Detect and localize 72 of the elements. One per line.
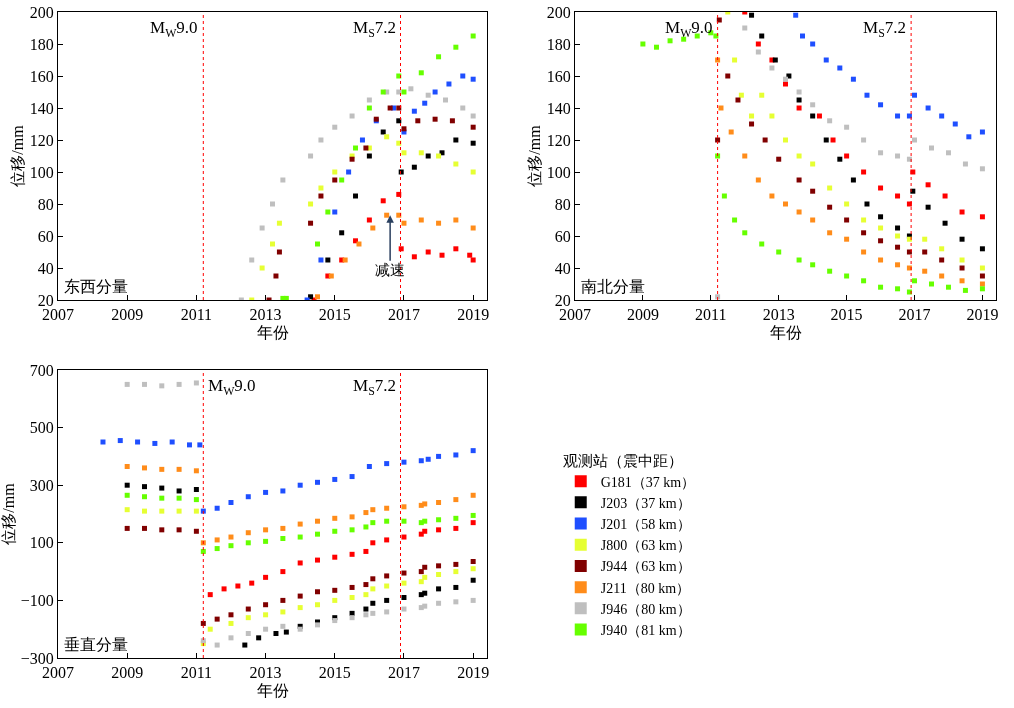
legend-label: J946（80 km） — [600, 601, 691, 617]
annotation: 减速 — [375, 262, 405, 278]
y-tick-label: 100 — [546, 163, 571, 181]
x-tick-label: 2009 — [626, 306, 659, 324]
legend-label: J201（58 km） — [600, 517, 691, 532]
y-tick-label: 60 — [554, 227, 571, 245]
y-tick-label: 200 — [29, 3, 54, 21]
x-tick-label: 2019 — [457, 306, 490, 324]
y-tick-label: 100 — [29, 163, 54, 181]
y-axis-title: 位移/mm — [8, 124, 26, 187]
x-tick-label: 2007 — [559, 306, 591, 324]
legend-title: 观测站（震中距） — [562, 452, 683, 469]
x-tick-label: 2009 — [111, 306, 144, 324]
x-tick-label: 2011 — [180, 664, 213, 682]
x-tick-label: 2017 — [387, 664, 420, 682]
legend-label: J940（81 km） — [600, 623, 691, 638]
x-tick-label: 2019 — [966, 306, 999, 324]
y-tick-label: 20 — [554, 291, 571, 309]
x-tick-label: 2011 — [180, 306, 213, 324]
y-tick-label: 700 — [29, 361, 54, 379]
x-tick-label: 2017 — [387, 306, 420, 324]
legend-label: J944（63 km） — [600, 559, 691, 575]
annotation: 垂直分量 — [64, 636, 128, 653]
x-tick-label: 2009 — [111, 664, 144, 682]
x-tick-label: 2013 — [762, 306, 795, 324]
y-tick-label: 100 — [29, 534, 54, 552]
x-tick-label: 2007 — [42, 664, 74, 682]
y-tick-label: 200 — [546, 3, 571, 21]
annotation: 南北分量 — [581, 278, 645, 295]
y-tick-label: 60 — [37, 227, 54, 245]
y-tick-label: 80 — [554, 195, 571, 213]
y-tick-label: 20 — [37, 291, 54, 309]
x-tick-label: 2015 — [830, 306, 863, 324]
x-tick-label: 2015 — [318, 306, 351, 324]
y-tick-label: 40 — [37, 259, 54, 277]
x-axis-title: 年份 — [769, 323, 802, 341]
y-tick-label: −100 — [20, 592, 54, 609]
legend-label: G181（37 km） — [600, 474, 696, 490]
x-axis-title: 年份 — [256, 323, 289, 341]
y-tick-label: 300 — [29, 476, 54, 494]
ref-line-label: M$_{W}$9.0 — [150, 18, 198, 40]
ref-line-label: M$_{S}$7.2 — [353, 376, 396, 398]
y-tick-label: 180 — [29, 35, 54, 53]
ref-line-label: M$_{W}$9.0 — [665, 18, 713, 40]
annotation: 东西分量 — [64, 278, 128, 295]
legend-label: J800（63 km） — [600, 538, 691, 554]
ref-line-label: M$_{W}$9.0 — [208, 376, 256, 398]
ref-line-label: M$_{S}$7.2 — [353, 18, 396, 40]
y-tick-label: 40 — [554, 259, 571, 277]
x-tick-label: 2007 — [42, 306, 74, 324]
x-tick-label: 2017 — [898, 306, 931, 324]
x-axis-title: 年份 — [256, 681, 289, 699]
y-axis-title: 位移/mm — [525, 124, 543, 187]
y-tick-label: 140 — [546, 99, 571, 117]
legend-label: J203（37 km） — [600, 495, 691, 511]
ref-line-label: M$_{S}$7.2 — [863, 18, 906, 40]
x-tick-label: 2013 — [249, 664, 282, 682]
y-tick-label: 160 — [546, 67, 571, 85]
y-axis-title: 位移/mm — [0, 482, 17, 545]
x-tick-label: 2019 — [457, 664, 490, 682]
y-tick-label: 180 — [546, 35, 571, 53]
y-tick-label: 120 — [29, 131, 54, 149]
legend-label: J211（80 km） — [600, 580, 691, 596]
y-tick-label: −300 — [20, 649, 54, 667]
y-tick-label: 500 — [29, 419, 54, 437]
y-tick-label: 140 — [29, 99, 54, 117]
y-tick-label: 80 — [37, 195, 54, 213]
y-tick-label: 120 — [546, 131, 571, 149]
x-tick-label: 2013 — [249, 306, 282, 324]
x-tick-label: 2011 — [695, 306, 727, 324]
x-tick-label: 2015 — [318, 664, 351, 682]
y-tick-label: 160 — [29, 67, 54, 85]
